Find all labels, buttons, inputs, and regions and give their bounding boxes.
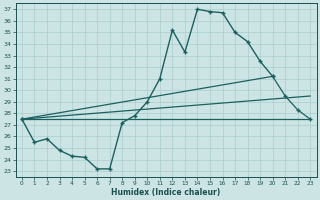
X-axis label: Humidex (Indice chaleur): Humidex (Indice chaleur) — [111, 188, 221, 197]
